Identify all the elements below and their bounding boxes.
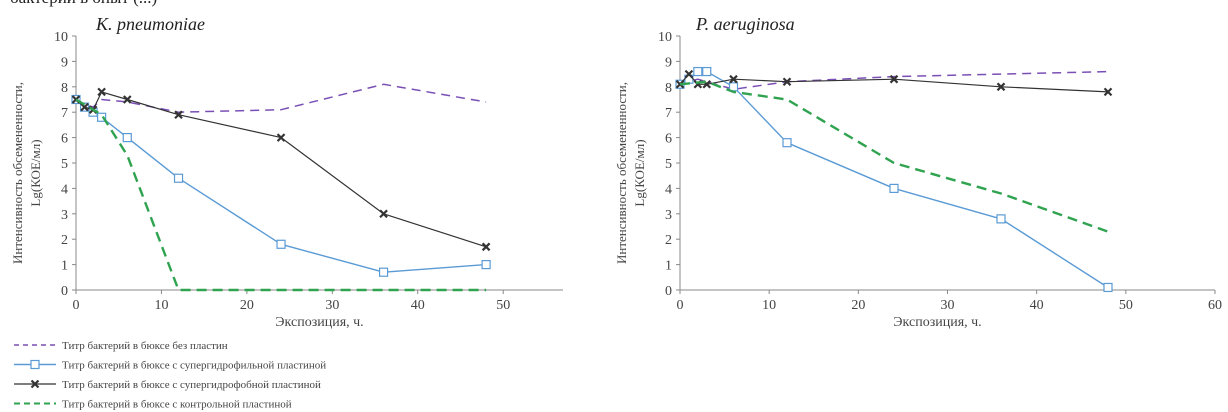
chart1-y-label-line2: Lg(КОЕ/мл) [28,139,43,206]
chart2-series-superhydrophilic-line [679,70,1109,289]
chart1-y-tick-label: 1 [61,259,68,274]
chart2-x-tick-label: 60 [1208,298,1222,313]
chart1-series-superhydrophilic-point [173,173,184,183]
chart2-y-tick-label: 2 [665,233,672,248]
chart2-y-label-line2: Lg(КОЕ/мл) [632,139,647,206]
legend-label-control: Титр бактерий в бюксе с контрольной плас… [62,399,292,411]
chart1-x-tick-label: 40 [411,298,425,313]
chart1-series-superhydrophobic-point [80,102,89,112]
legend-label-superhydrophilic: Титр бактерий в бюксе с супергидрофильно… [62,360,326,372]
chart2-x-tick-label: 50 [1119,298,1133,313]
legend-marker-superhydrophilic [30,359,40,370]
chart2-x-tick-label: 20 [851,298,865,313]
chart1-series-superhydrophilic-point [378,267,389,277]
chart1-series-superhydrophilic-point [276,239,286,249]
chart1-series-superhydrophobic-point [174,110,183,120]
chart2-series-superhydrophobic-point [684,69,694,79]
chart1-series-superhydrophobic-point [97,87,106,97]
legend-label-superhydrophobic: Титр бактерий в бюксе с супергидрофобной… [62,379,321,391]
chart2-series-superhydrophobic-point [782,77,792,86]
chart1-series-superhydrophilic-point [481,260,491,270]
chart2-x-tick-label: 40 [1030,298,1044,313]
chart2-x-tick-label: 30 [941,298,955,313]
chart1-x-tick-label: 10 [154,298,168,313]
chart2-series-superhydrophilic-point [1103,282,1113,293]
chart1-series-superhydrophobic-point [276,133,286,142]
chart1-series-superhydrophobic-point [122,95,132,104]
chart2-title: P. aeruginosa [695,14,795,34]
chart1-y-tick-label: 10 [54,30,68,45]
legend-label-no_plate: Титр бактерий в бюксе без пластин [62,340,228,352]
chart1-series-superhydrophobic-line [75,91,487,248]
chart2-y-label-line1: Интенсивность обсемененности, [614,82,629,264]
chart2-x-tick-label: 10 [762,298,776,313]
chart2-series-superhydrophobic-point [1103,87,1113,97]
chart2-y-tick-label: 5 [665,157,672,172]
chart1-series-control-line [75,98,487,292]
chart1-y-tick-label: 7 [61,106,68,121]
chart1-y-tick-label: 4 [61,182,68,197]
chart2-series-superhydrophilic-point [693,66,703,77]
chart2-series-superhydrophilic-point [782,138,792,148]
chart2-series-superhydrophobic-point [889,74,899,84]
chart2-series-superhydrophilic-point [889,183,899,193]
chart1-x-tick-label: 30 [325,298,339,313]
chart2-y-tick-label: 10 [658,30,672,45]
chart2-y-tick-label: 8 [665,81,672,96]
chart1-x-tick-label: 0 [73,298,80,313]
chart2-series-no_plate-line [679,70,1109,91]
chart1-title: K. pneumoniae [95,14,205,34]
legend-marker-superhydrophobic [30,379,40,389]
chart2-series-superhydrophilic-point [702,66,712,77]
chart2-series-superhydrophobic-point [729,74,738,84]
chart2-series-superhydrophilic-point [996,214,1006,224]
chart1-y-tick-label: 6 [61,132,68,147]
chart2-y-tick-label: 9 [665,55,672,70]
chart1-series-no_plate-line [75,83,487,113]
chart1-y-tick-label: 3 [61,208,68,223]
chart2-y-tick-label: 7 [665,106,672,121]
chart2-y-tick-label: 6 [665,132,672,147]
chart1-series-superhydrophobic-point [481,242,491,252]
chart2-y-tick-label: 3 [665,208,672,223]
chart1-y-tick-label: 0 [61,284,68,299]
chart1-series-superhydrophobic-point [379,209,388,219]
caption-fragment: бактерий в опыт (...) [10,0,157,8]
chart1-y-tick-label: 8 [61,81,68,96]
chart2-series-control-line [679,80,1109,233]
chart1-x-tick-label: 50 [496,298,510,313]
chart2-x-tick-label: 0 [677,298,684,313]
chart1-x-label: Экспозиция, ч. [275,315,363,330]
chart2-y-tick-label: 4 [665,182,672,197]
chart1-y-tick-label: 5 [61,157,68,172]
chart2-series-superhydrophobic-point [996,82,1006,92]
chart1-y-tick-label: 9 [61,55,68,70]
chart1-y-label-line1: Интенсивность обсемененности, [10,82,25,264]
chart2-y-tick-label: 1 [665,259,672,274]
chart1-series-superhydrophilic-point [97,112,107,122]
chart1-x-tick-label: 20 [240,298,254,313]
chart1-y-tick-label: 2 [61,233,68,248]
chart2-y-tick-label: 0 [665,284,672,299]
chart1-series-superhydrophilic-point [122,133,132,143]
chart2-x-label: Экспозиция, ч. [893,315,981,330]
